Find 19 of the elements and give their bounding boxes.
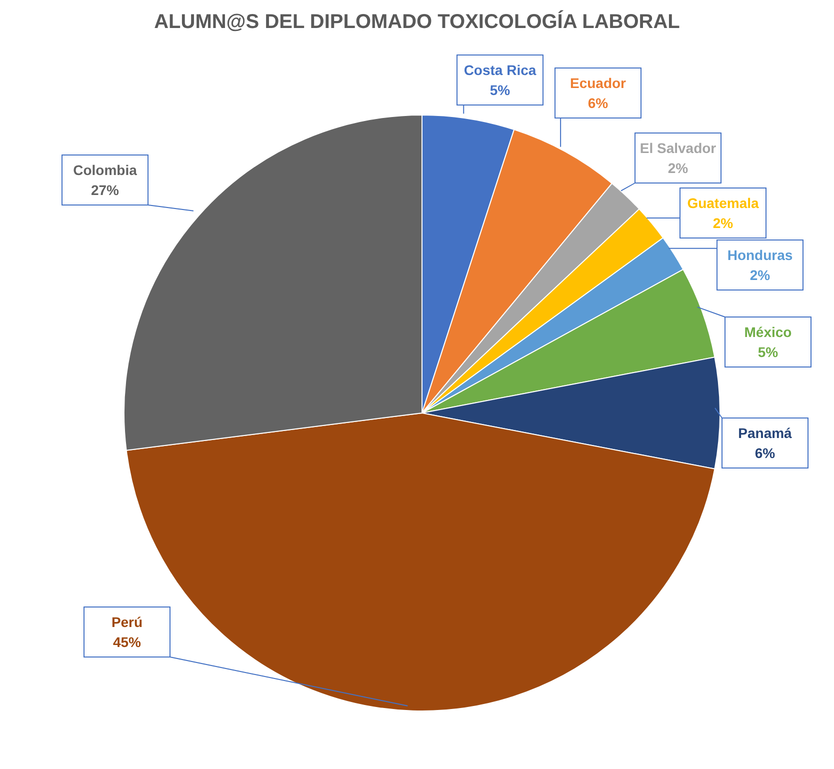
data-label: 5% (758, 344, 779, 360)
data-label: 6% (588, 95, 609, 111)
slice-label: El Salvador (640, 140, 717, 156)
data-label: 2% (712, 215, 734, 231)
data-label: 5% (490, 82, 511, 98)
slice-label: México (744, 324, 792, 340)
slice-label: Costa Rica (464, 62, 536, 78)
slice-label: Perú (111, 614, 143, 630)
slice-label: Colombia (73, 162, 138, 178)
slice-label: Guatemala (687, 195, 760, 211)
slice-label: Honduras (727, 247, 793, 263)
slice-label: Panamá (738, 425, 792, 441)
data-label: 2% (750, 267, 771, 283)
data-label: 2% (668, 160, 689, 176)
data-label: 27% (90, 182, 120, 198)
chart-title: ALUMN@S DEL DIPLOMADO TOXICOLOGÍA LABORAL (154, 10, 680, 33)
data-label: 6% (754, 445, 776, 461)
data-label: 45% (112, 634, 142, 650)
slice-label: Ecuador (570, 75, 627, 91)
